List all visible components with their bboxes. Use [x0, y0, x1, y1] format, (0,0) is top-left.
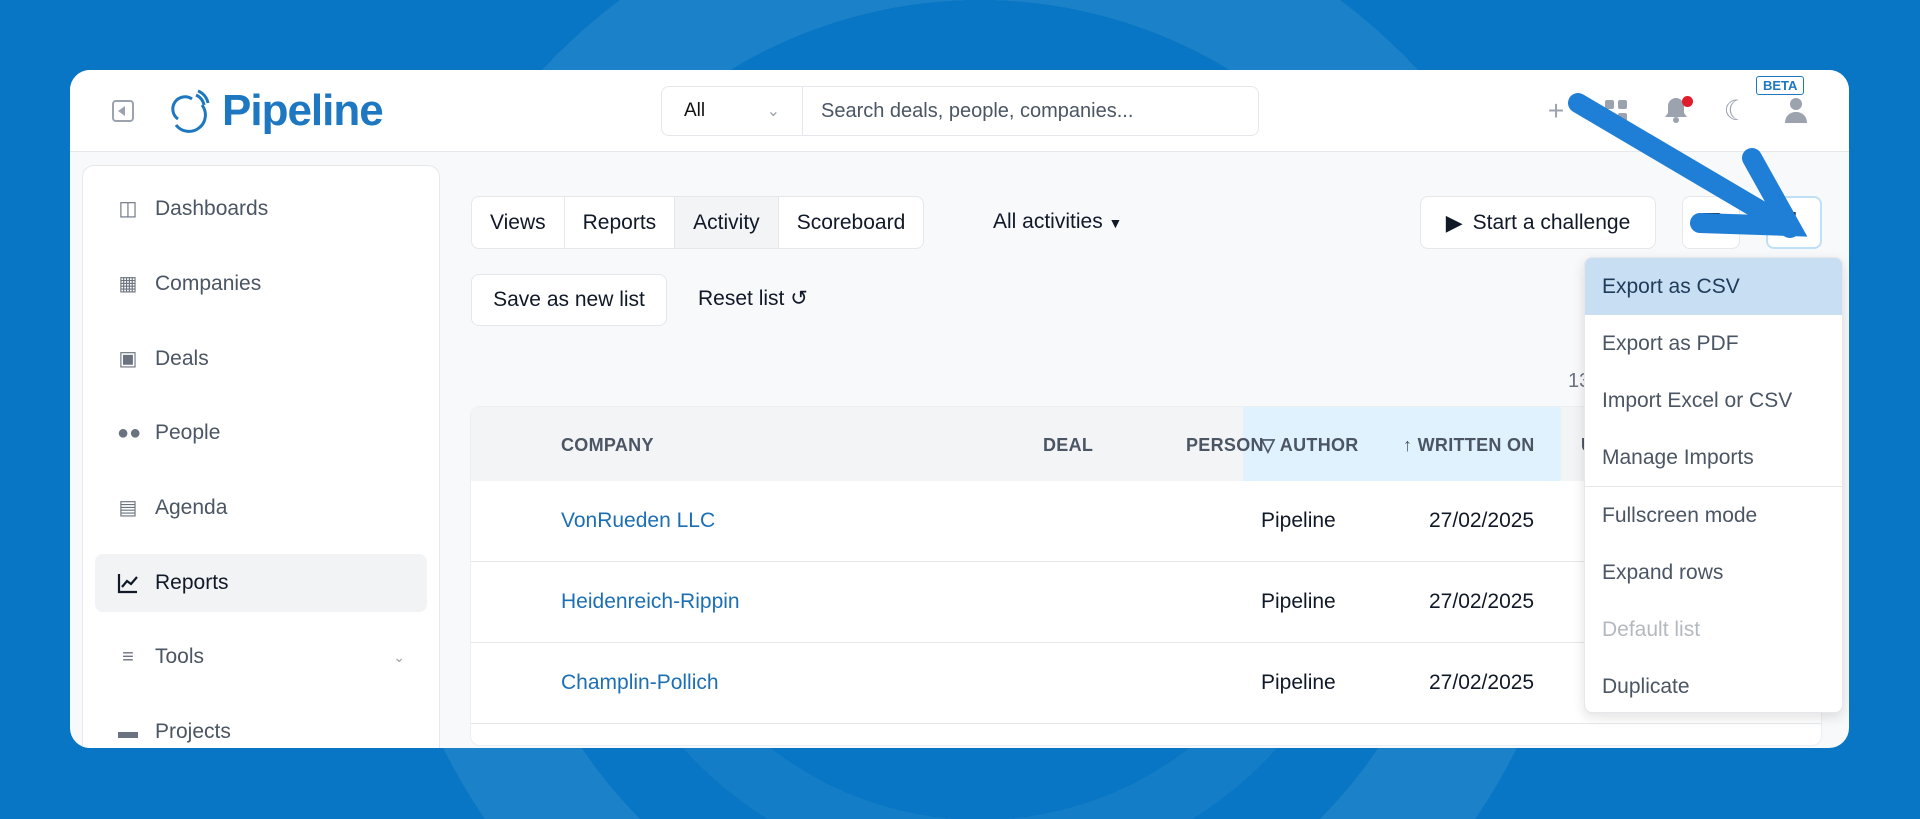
sidebar-item-label: Reports	[155, 571, 229, 594]
top-bar: Pipeline All ⌄ + ☾ BETA	[70, 70, 1849, 152]
column-person[interactable]: PERSON	[1186, 435, 1264, 455]
search-scope-select[interactable]: All ⌄	[662, 87, 803, 135]
filter-label: All activities	[993, 210, 1103, 233]
menu-item-manage-imports[interactable]: Manage Imports	[1602, 445, 1754, 469]
sidebar-item-label: People	[155, 421, 221, 444]
column-written-on[interactable]: ↑ WRITTEN ON	[1403, 435, 1535, 456]
play-circle-icon: ▶︎	[1445, 209, 1463, 235]
folder-icon: ▬	[118, 721, 138, 743]
sidebar-item-tools[interactable]: ≡ Tools ⌄	[95, 628, 427, 686]
view-tabs: Views Reports Activity Scoreboard	[471, 196, 925, 249]
column-company[interactable]: COMPANY	[561, 435, 654, 455]
menu-item-export-pdf[interactable]: Export as PDF	[1602, 331, 1739, 355]
challenge-label: Start a challenge	[1472, 210, 1631, 234]
sidebar-item-people[interactable]: ●● People	[95, 404, 427, 462]
app-window: Pipeline All ⌄ + ☾ BETA ◫ Dashboards ▦ Comp…	[70, 70, 1849, 748]
column-author[interactable]: ▽ AUTHOR	[1261, 435, 1359, 456]
beta-badge: BETA	[1756, 76, 1805, 95]
notification-dot	[1682, 96, 1693, 107]
menu-item-export-csv[interactable]: Export as CSV	[1585, 258, 1842, 315]
company-link[interactable]: VonRueden LLC	[561, 509, 716, 532]
sidebar-item-label: Agenda	[155, 496, 228, 519]
save-as-new-list-button[interactable]: Save as new list	[471, 274, 667, 326]
author-cell: Pipeline	[1261, 671, 1336, 694]
plus-icon[interactable]: +	[1547, 95, 1565, 126]
more-options-button[interactable]: ⋮	[1766, 196, 1822, 249]
author-cell: Pipeline	[1261, 509, 1336, 532]
moon-icon[interactable]: ☾	[1723, 95, 1749, 126]
sidebar-collapse-icon[interactable]	[112, 100, 134, 122]
column-deal[interactable]: DEAL	[1043, 435, 1094, 455]
people-icon: ●●	[117, 422, 142, 444]
sliders-icon: ≡	[122, 646, 134, 668]
building-icon: ▦	[118, 273, 138, 295]
menu-item-default-list: Default list	[1602, 617, 1701, 641]
table-row[interactable]: Heidenreich-Rippin Pipeline 27/02/2025	[471, 562, 1821, 643]
sidebar: ◫ Dashboards ▦ Companies ▣ Deals ●● People ▤…	[82, 165, 440, 748]
sidebar-item-label: Deals	[155, 347, 209, 370]
undo-icon: ↺	[790, 287, 808, 310]
tab-scoreboard[interactable]: Scoreboard	[796, 210, 906, 234]
search-input[interactable]	[803, 87, 1258, 135]
tab-reports[interactable]: Reports	[565, 197, 676, 248]
column-label: WRITTEN ON	[1417, 435, 1535, 455]
chevron-down-icon: ⌄	[766, 103, 780, 120]
kebab-icon: ⋮	[1782, 209, 1806, 236]
menu-item-import-excel-csv[interactable]: Import Excel or CSV	[1602, 388, 1793, 412]
sidebar-item-projects[interactable]: ▬ Projects	[95, 703, 427, 748]
sidebar-item-dashboards[interactable]: ◫ Dashboards	[95, 180, 427, 238]
column-label: AUTHOR	[1279, 435, 1359, 455]
sidebar-item-label: Companies	[155, 272, 262, 295]
caret-down-icon: ▼	[1108, 215, 1123, 231]
written-on-cell: 27/02/2025	[1429, 590, 1535, 613]
tab-activity[interactable]: Activity	[675, 197, 779, 248]
tab-views[interactable]: Views	[472, 197, 565, 248]
sidebar-item-label: Dashboards	[155, 197, 269, 220]
user-icon[interactable]	[1781, 96, 1811, 126]
search-bar: All ⌄	[661, 86, 1259, 136]
briefcase-icon: ▣	[118, 348, 138, 370]
highlighted-columns	[1243, 407, 1561, 481]
author-cell: Pipeline	[1261, 590, 1336, 613]
company-link[interactable]: Heidenreich-Rippin	[561, 590, 740, 613]
menu-item-duplicate[interactable]: Duplicate	[1602, 674, 1690, 698]
menu-item-fullscreen[interactable]: Fullscreen mode	[1602, 503, 1758, 527]
search-scope-value: All	[684, 100, 706, 121]
written-on-cell: 27/02/2025	[1429, 509, 1535, 532]
table-row[interactable]: Champlin-Pollich Pipeline 27/02/2025	[471, 643, 1821, 724]
sidebar-item-label: Projects	[155, 720, 231, 743]
sidebar-item-deals[interactable]: ▣ Deals	[95, 330, 427, 388]
reset-list-button[interactable]: Reset list ↺	[698, 286, 808, 311]
sidebar-item-reports[interactable]: Reports	[95, 554, 427, 612]
company-link[interactable]: Champlin-Pollich	[561, 671, 719, 694]
chart-line-icon	[117, 572, 139, 594]
more-options-menu: Export as CSV Export as PDF Import Excel…	[1584, 257, 1843, 713]
sidebar-item-companies[interactable]: ▦ Companies	[95, 255, 427, 313]
written-on-cell: 27/02/2025	[1429, 671, 1535, 694]
pipeline-logo-icon	[171, 89, 210, 133]
activities-filter-dropdown[interactable]: All activities ▼	[993, 210, 1122, 234]
chevron-down-icon: ⌄	[393, 648, 405, 665]
sort-up-icon: ↑	[1403, 435, 1413, 455]
table-row[interactable]: VonRueden LLC Pipeline 27/02/2025	[471, 481, 1821, 562]
sidebar-item-label: Tools	[155, 645, 205, 668]
columns-icon	[1700, 212, 1722, 233]
column-layout-button[interactable]	[1682, 196, 1740, 249]
dashboard-icon: ◫	[118, 198, 138, 220]
apps-icon[interactable]	[1601, 96, 1631, 126]
sidebar-item-agenda[interactable]: ▤ Agenda	[95, 479, 427, 537]
calendar-icon: ▤	[118, 497, 138, 519]
menu-divider	[1585, 486, 1842, 487]
menu-item-expand-rows[interactable]: Expand rows	[1602, 560, 1724, 584]
start-challenge-button[interactable]: ▶︎ Start a challenge	[1420, 196, 1656, 249]
brand-name: Pipeline	[222, 86, 384, 135]
reset-label: Reset list	[698, 287, 785, 310]
filter-icon: ▽	[1261, 435, 1276, 455]
logo[interactable]: Pipeline	[168, 86, 384, 136]
